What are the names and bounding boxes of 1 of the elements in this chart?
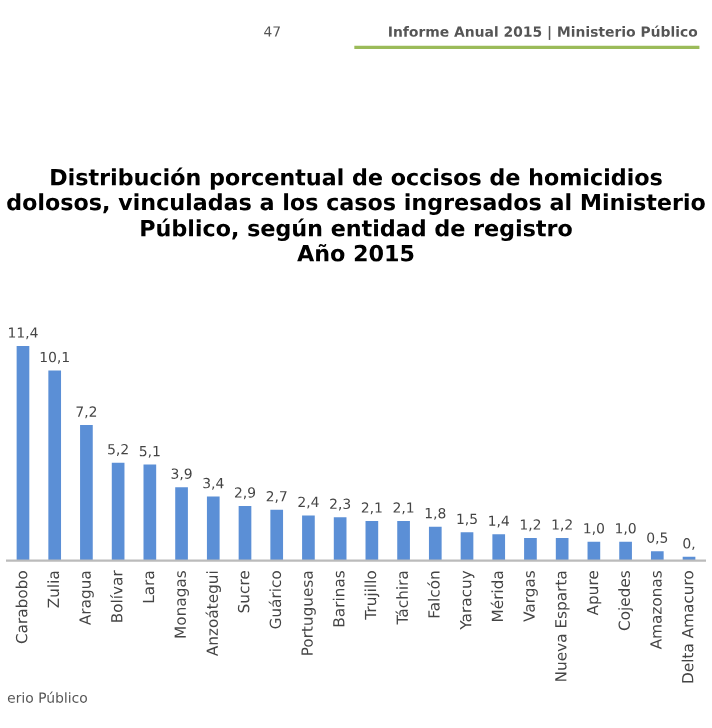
- chart-title: Distribución porcentual de occisos de homicidios dolosos, vinculadas a los casos ingresados al Ministerio Público, según entidad de registro Año 2015: [7, 167, 705, 262]
